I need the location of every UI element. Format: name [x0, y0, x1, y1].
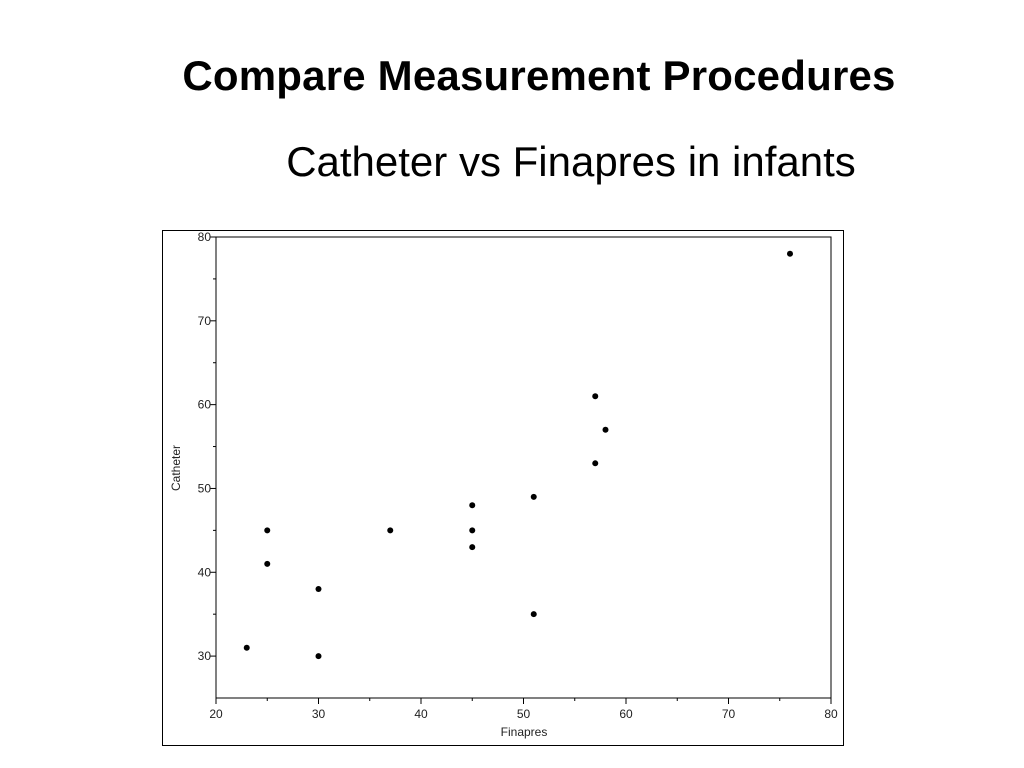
data-point	[530, 611, 537, 618]
x-tick-label: 70	[722, 707, 736, 721]
y-tick-label: 80	[198, 230, 212, 244]
y-tick-label: 30	[198, 649, 212, 663]
x-tick-label: 30	[312, 707, 326, 721]
data-point	[469, 502, 476, 509]
data-point	[469, 544, 476, 551]
data-point	[592, 393, 599, 400]
y-axis-title: Catheter	[169, 445, 183, 491]
y-tick-label: 50	[198, 481, 212, 495]
x-tick-label: 40	[414, 707, 428, 721]
y-axis: 30 40 50 60 70 80	[198, 230, 216, 663]
data-point	[315, 586, 322, 593]
data-point	[315, 653, 322, 660]
data-points	[243, 250, 793, 660]
x-axis-title: Finapres	[501, 725, 548, 739]
chart-frame	[162, 230, 844, 746]
y-tick-label: 40	[198, 565, 212, 579]
y-tick-label: 60	[198, 398, 212, 412]
data-point	[243, 644, 250, 651]
x-tick-label: 20	[209, 707, 223, 721]
slide-title: Compare Measurement Procedures	[182, 52, 896, 99]
x-tick-label: 60	[619, 707, 633, 721]
data-point	[592, 460, 599, 467]
data-point	[264, 560, 271, 567]
x-tick-label: 50	[517, 707, 531, 721]
x-tick-label: 80	[824, 707, 838, 721]
data-point	[530, 493, 537, 500]
x-axis: 20 30 40 50 60 70 80	[209, 698, 838, 721]
data-point	[387, 527, 394, 534]
slide-subtitle: Catheter vs Finapres in infants	[286, 138, 856, 185]
data-point	[469, 527, 476, 534]
data-point	[264, 527, 271, 534]
data-point	[602, 426, 609, 433]
y-tick-label: 70	[198, 314, 212, 328]
plot-area	[215, 236, 832, 699]
data-point	[787, 250, 793, 257]
